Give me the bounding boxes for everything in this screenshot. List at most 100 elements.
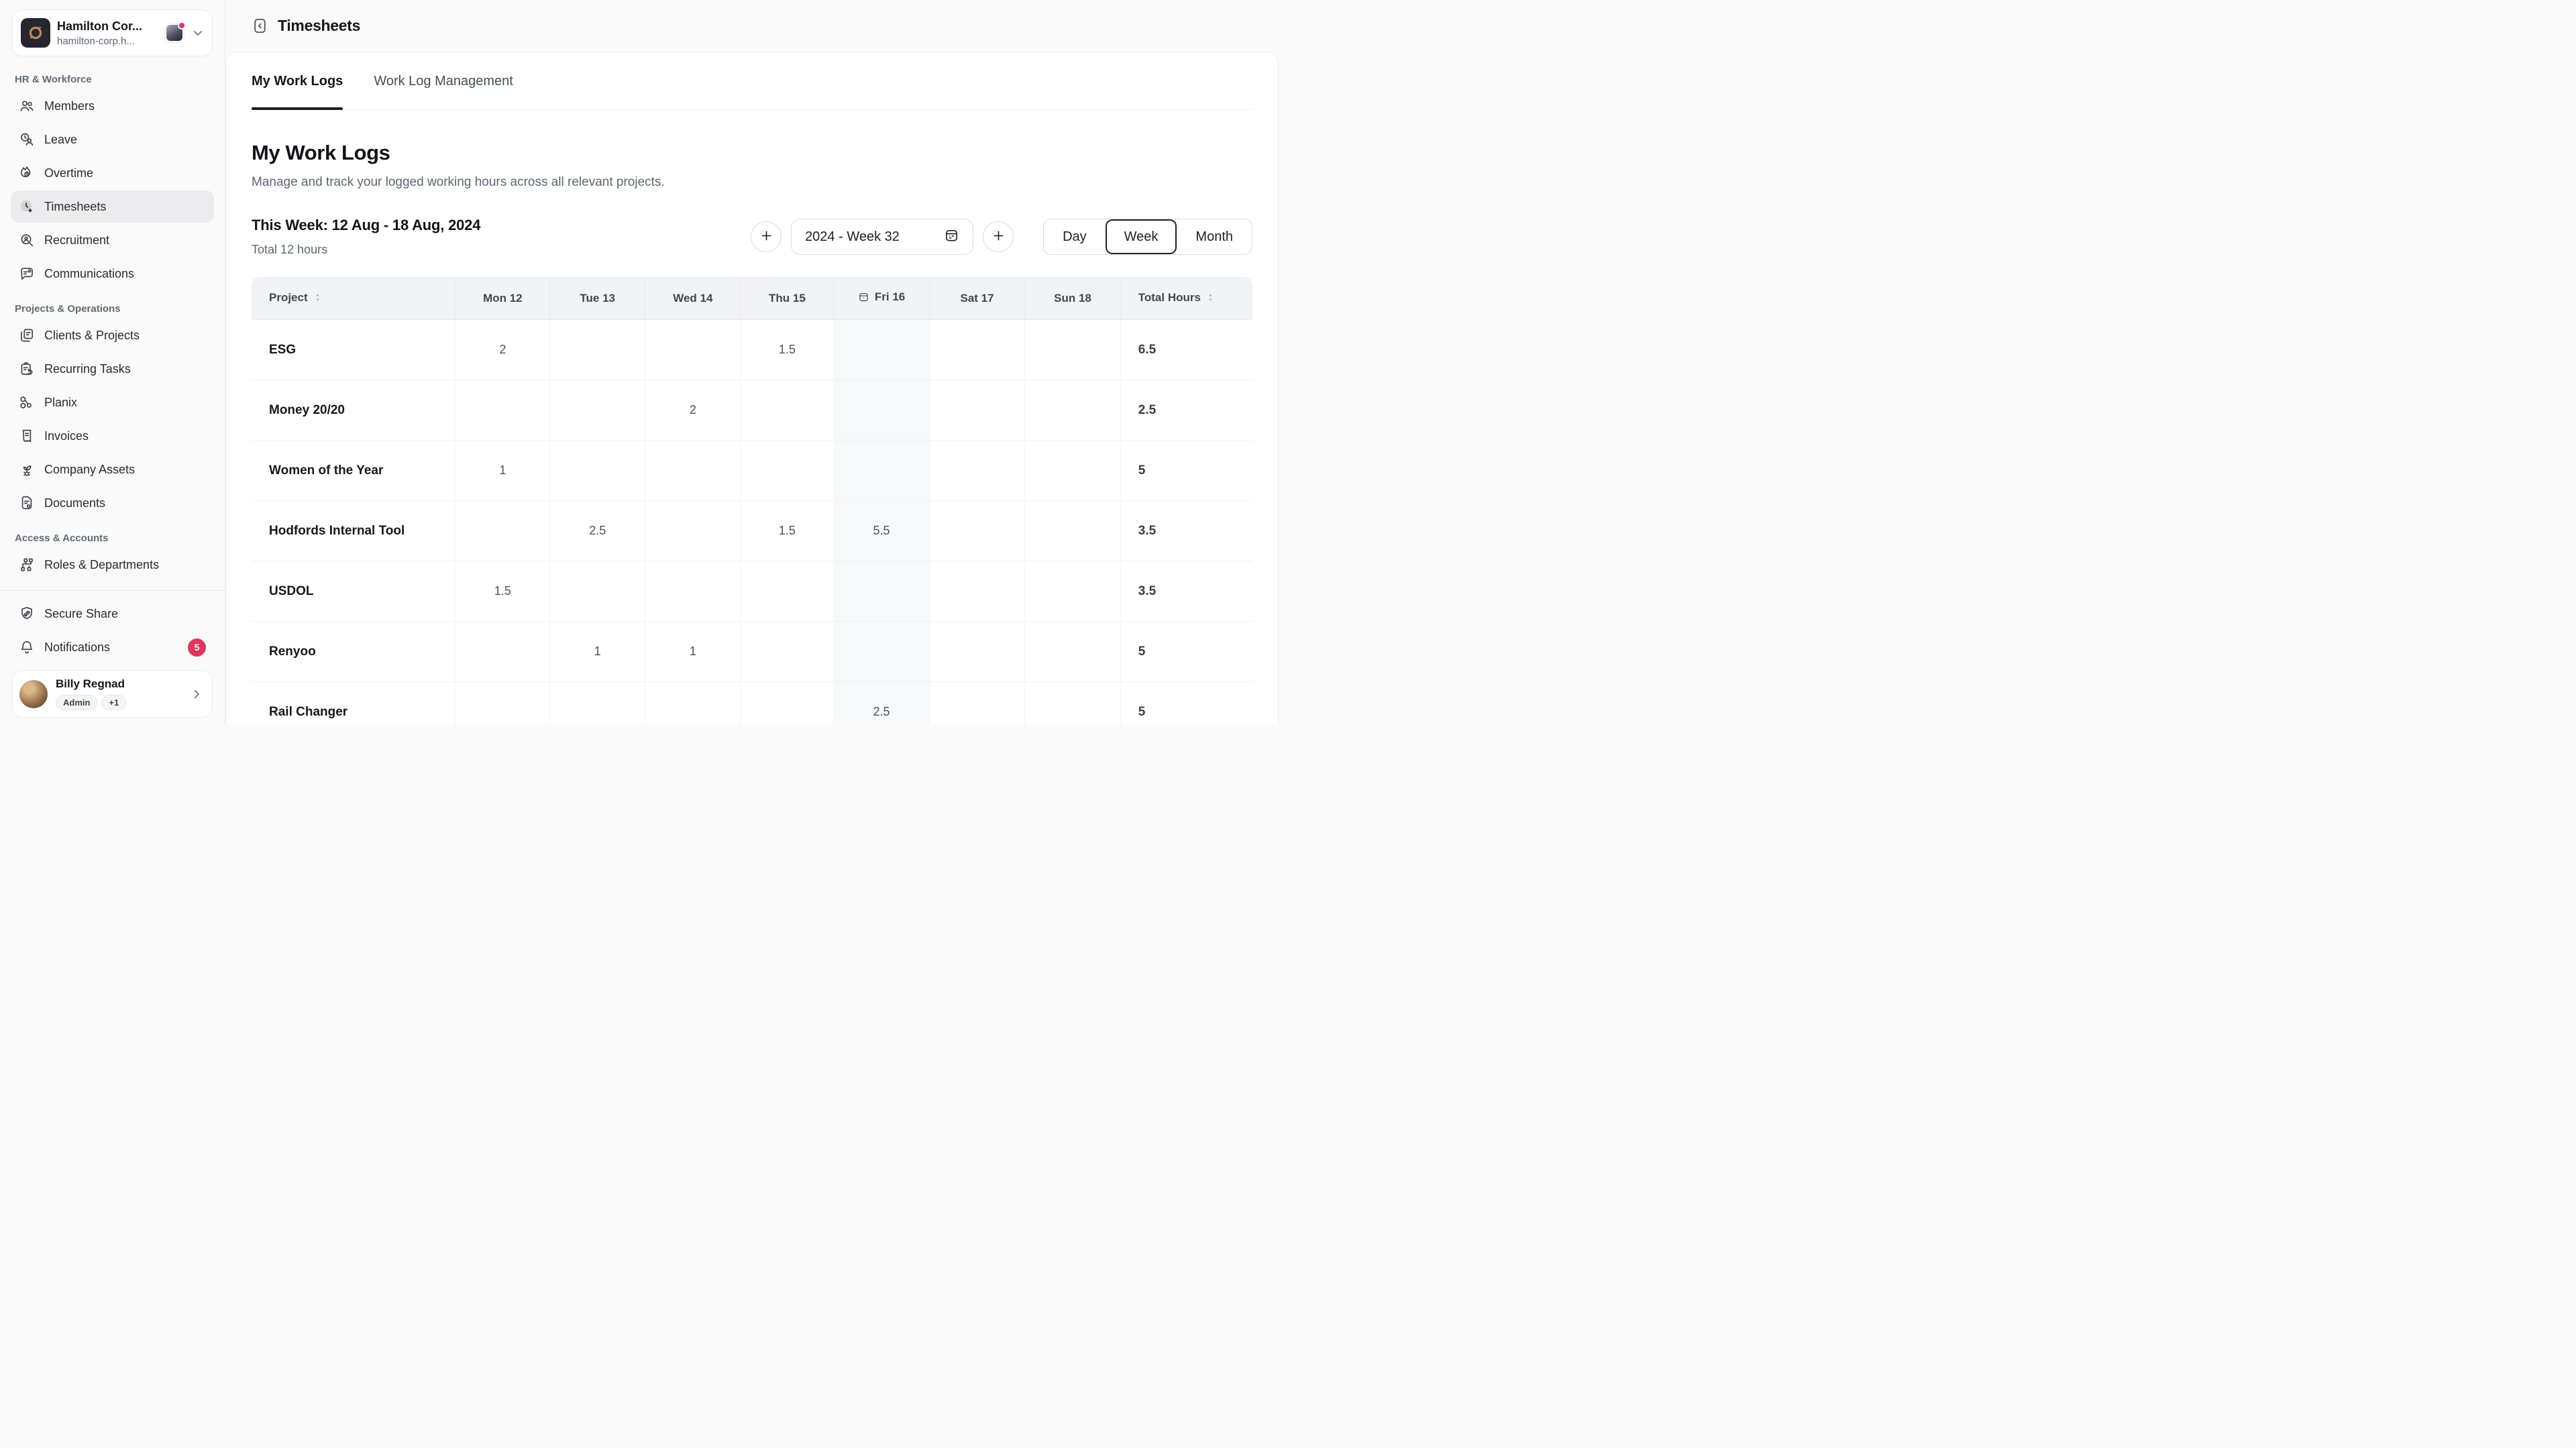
- column-header-sat-17: Sat 17: [929, 277, 1026, 320]
- hours-cell[interactable]: [550, 320, 646, 380]
- page-header: Timesheets: [225, 0, 1288, 52]
- main-area: Timesheets My Work Logs Work Log Manageme…: [225, 0, 1288, 724]
- hours-cell[interactable]: [929, 320, 1026, 380]
- table-row: Hodfords Internal Tool 2.5 1.5 5.5 3.5: [252, 501, 1252, 561]
- hours-cell[interactable]: [741, 441, 835, 501]
- hours-cell[interactable]: 1.5: [741, 320, 835, 380]
- hours-cell[interactable]: [1025, 682, 1121, 724]
- hours-cell[interactable]: 2: [455, 320, 551, 380]
- clients-projects-icon: [19, 327, 35, 343]
- hours-cell[interactable]: [929, 441, 1026, 501]
- timesheet-table-wrap: Project Mon 12 Tue 13 Wed 14 Thu 15 Fri 16 Sat…: [252, 277, 1252, 724]
- hours-cell[interactable]: [1025, 501, 1121, 561]
- hours-cell[interactable]: [741, 561, 835, 622]
- hours-cell[interactable]: [550, 561, 646, 622]
- hours-cell[interactable]: [1025, 441, 1121, 501]
- hours-cell[interactable]: [455, 380, 551, 441]
- plus-icon: [759, 229, 773, 245]
- hours-cell[interactable]: [1025, 320, 1121, 380]
- week-picker[interactable]: 2024 - Week 32: [791, 219, 974, 255]
- hours-cell[interactable]: [645, 682, 741, 724]
- column-header-mon-12: Mon 12: [455, 277, 551, 320]
- sort-icon[interactable]: [1206, 292, 1215, 306]
- sidebar-item-notifications[interactable]: Notifications 5: [11, 631, 214, 663]
- hours-cell[interactable]: [1025, 380, 1121, 441]
- sidebar-item-members[interactable]: Members: [11, 90, 214, 122]
- sidebar-item-documents[interactable]: Documents: [11, 487, 214, 519]
- project-cell: ESG: [252, 320, 456, 380]
- hours-cell[interactable]: [550, 380, 646, 441]
- sidebar-item-recruitment[interactable]: Recruitment: [11, 224, 214, 256]
- hours-cell[interactable]: [645, 441, 741, 501]
- column-header-total-hours[interactable]: Total Hours: [1120, 277, 1252, 320]
- sidebar-item-communications[interactable]: Communications: [11, 258, 214, 290]
- sidebar-item-label: Timesheets: [44, 199, 107, 213]
- hours-cell[interactable]: 1: [550, 622, 646, 682]
- hours-cell[interactable]: 1: [645, 622, 741, 682]
- hours-cell[interactable]: [741, 380, 835, 441]
- hours-cell[interactable]: [741, 682, 835, 724]
- tab-my-work-logs[interactable]: My Work Logs: [252, 74, 343, 110]
- org-text: Hamilton Cor... hamilton-corp.h...: [57, 19, 158, 47]
- column-header-thu-15: Thu 15: [741, 277, 835, 320]
- hours-cell[interactable]: [834, 441, 930, 501]
- hours-cell[interactable]: 1: [455, 441, 551, 501]
- today-calendar-icon: [858, 291, 869, 306]
- hours-cell[interactable]: [741, 622, 835, 682]
- sidebar-item-overtime[interactable]: Overtime: [11, 157, 214, 189]
- total-hours-cell: 5: [1120, 682, 1252, 724]
- user-card[interactable]: Billy Regnad Admin +1: [12, 670, 213, 718]
- view-day-button[interactable]: Day: [1063, 229, 1087, 244]
- hours-cell[interactable]: [1025, 561, 1121, 622]
- hours-cell[interactable]: [834, 561, 930, 622]
- hours-cell[interactable]: [645, 561, 741, 622]
- hours-cell[interactable]: [550, 682, 646, 724]
- project-cell: Money 20/20: [252, 380, 456, 441]
- tab-work-log-management[interactable]: Work Log Management: [374, 74, 513, 89]
- hours-cell[interactable]: [550, 441, 646, 501]
- hours-cell[interactable]: 2.5: [550, 501, 646, 561]
- hours-cell[interactable]: [645, 320, 741, 380]
- collapse-sidebar-icon[interactable]: [251, 17, 269, 35]
- hours-cell[interactable]: [645, 501, 741, 561]
- app-root: Hamilton Cor... hamilton-corp.h... HR & …: [0, 0, 1288, 724]
- sidebar-item-company-assets[interactable]: Company Assets: [11, 453, 214, 486]
- hours-cell[interactable]: [929, 501, 1026, 561]
- sidebar-item-recurring-tasks[interactable]: Recurring Tasks: [11, 353, 214, 385]
- view-week-button[interactable]: Week: [1106, 219, 1177, 254]
- sidebar-item-clients-projects[interactable]: Clients & Projects: [11, 319, 214, 351]
- sort-icon[interactable]: [313, 292, 322, 306]
- sidebar-item-secure-share[interactable]: Secure Share: [11, 598, 214, 630]
- hours-cell[interactable]: [929, 380, 1026, 441]
- hours-cell[interactable]: [455, 622, 551, 682]
- sidebar-item-timesheets[interactable]: Timesheets: [11, 190, 214, 223]
- sidebar-item-label: Secure Share: [44, 606, 119, 620]
- hours-cell[interactable]: [834, 320, 930, 380]
- add-worklog-button[interactable]: [983, 221, 1014, 252]
- total-hours-cell: 6.5: [1120, 320, 1252, 380]
- previous-week-add-button[interactable]: [751, 221, 782, 252]
- sidebar-item-planix[interactable]: Planix: [11, 386, 214, 419]
- hours-cell[interactable]: 5.5: [834, 501, 930, 561]
- hours-cell[interactable]: [455, 501, 551, 561]
- column-header-project[interactable]: Project: [252, 277, 456, 320]
- hours-cell[interactable]: [929, 561, 1026, 622]
- hours-cell[interactable]: 1.5: [455, 561, 551, 622]
- org-switcher[interactable]: Hamilton Cor... hamilton-corp.h...: [12, 9, 213, 56]
- section-subtitle: Manage and track your logged working hou…: [252, 175, 665, 189]
- view-month-button[interactable]: Month: [1195, 229, 1233, 244]
- sidebar-item-leave[interactable]: Leave: [11, 123, 214, 156]
- hours-cell[interactable]: [834, 380, 930, 441]
- hours-cell[interactable]: [1025, 622, 1121, 682]
- column-header-tue-13: Tue 13: [550, 277, 646, 320]
- week-toolbar: This Week: 12 Aug - 18 Aug, 2024 Total 1…: [252, 217, 1252, 257]
- hours-cell[interactable]: 2: [645, 380, 741, 441]
- hours-cell[interactable]: [834, 622, 930, 682]
- sidebar-item-roles-departments[interactable]: Roles & Departments: [11, 549, 214, 581]
- hours-cell[interactable]: 2.5: [834, 682, 930, 724]
- hours-cell[interactable]: [455, 682, 551, 724]
- sidebar-item-invoices[interactable]: Invoices: [11, 420, 214, 452]
- hours-cell[interactable]: [929, 682, 1026, 724]
- hours-cell[interactable]: 1.5: [741, 501, 835, 561]
- hours-cell[interactable]: [929, 622, 1026, 682]
